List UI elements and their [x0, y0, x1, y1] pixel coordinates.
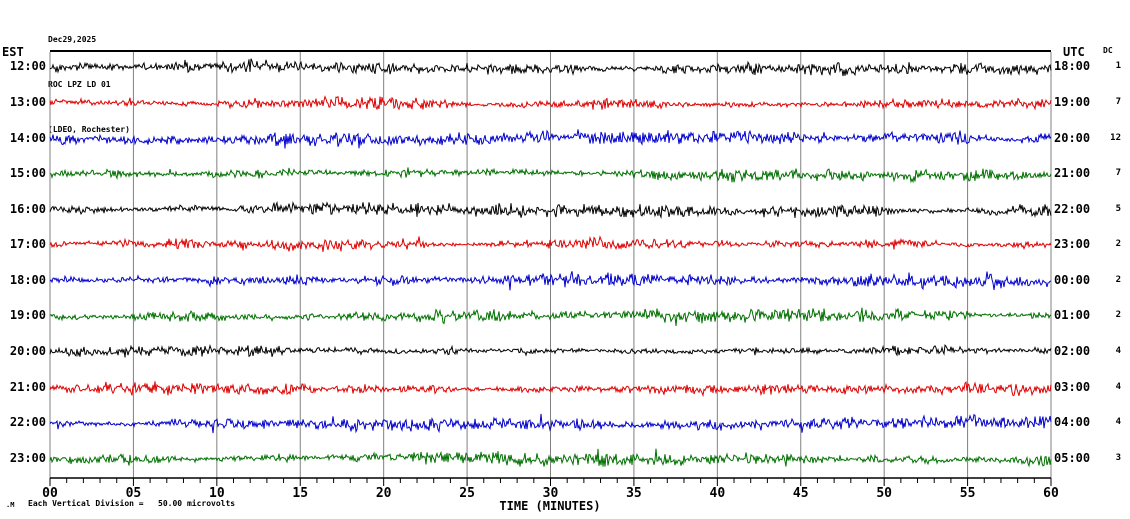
seismogram-trace-14:00: [49, 129, 1052, 149]
seismogram-trace-15:00: [49, 167, 1052, 184]
title-block: Dec29,2025 ROC LPZ LD 01 (LDEO, Rocheste…: [48, 2, 130, 167]
dc-value: 12: [1110, 132, 1121, 143]
dc-value: 7: [1115, 168, 1121, 179]
x-axis-tick-label: 25: [459, 486, 475, 501]
utc-hour-label: 20:00: [1054, 130, 1091, 145]
dc-value: 5: [1115, 203, 1121, 214]
seismogram-trace-17:00: [49, 235, 1052, 252]
est-hour-label: 19:00: [9, 308, 46, 323]
left-timezone-label: EST: [2, 45, 24, 59]
title-date: Dec29,2025: [48, 35, 97, 44]
dc-value: 4: [1115, 417, 1121, 428]
right-timezone-label: UTC: [1063, 45, 1085, 59]
dc-value: 1: [1115, 61, 1121, 72]
x-axis-tick-label: 45: [793, 486, 809, 501]
seismogram-trace-23:00: [49, 448, 1052, 468]
seismogram-trace-13:00: [49, 95, 1052, 111]
est-hour-label: 14:00: [9, 130, 46, 145]
utc-hour-label: 00:00: [1054, 272, 1091, 287]
est-hour-label: 23:00: [9, 450, 46, 465]
title-station: ROC LPZ LD 01: [48, 80, 111, 89]
utc-hour-label: 22:00: [1054, 201, 1091, 216]
x-axis-tick-label: 35: [626, 486, 642, 501]
x-axis-tick-label: 00: [42, 486, 58, 501]
dc-column-header: DC: [1103, 46, 1113, 55]
x-axis-tick-label: 55: [960, 486, 976, 501]
x-axis-tick-label: 60: [1043, 486, 1059, 501]
watermark: .M: [6, 501, 15, 509]
axis-tick-layer: [49, 478, 1052, 486]
utc-hour-label: 01:00: [1054, 308, 1091, 323]
vertical-scale-note: Each Vertical Division = 50.00 microvolt…: [28, 499, 236, 508]
x-axis-tick-label: 50: [876, 486, 892, 501]
est-hour-label: 15:00: [9, 166, 46, 181]
utc-hour-label: 23:00: [1054, 237, 1091, 252]
waveform-trace-layer: [49, 58, 1052, 468]
title-location: (LDEO, Rochester): [48, 125, 130, 134]
utc-hour-label: 03:00: [1054, 379, 1091, 394]
dc-value: 7: [1115, 96, 1121, 107]
seismogram-trace-19:00: [49, 307, 1052, 326]
seismogram-trace-12:00: [49, 58, 1052, 77]
utc-hour-label: 21:00: [1054, 166, 1091, 181]
x-axis-tick-label: 30: [543, 486, 559, 501]
est-hour-label: 16:00: [9, 201, 46, 216]
est-hour-label: 22:00: [9, 415, 46, 430]
axis-tick-label-layer: 00 05 10 15 20 25 30 35 40 45 50 55 60: [42, 486, 1059, 501]
dc-value: 2: [1115, 310, 1121, 321]
utc-hour-label: 05:00: [1054, 450, 1091, 465]
seismogram-trace-21:00: [49, 380, 1052, 398]
x-axis-tick-label: 10: [209, 486, 225, 501]
x-axis-title: TIME (MINUTES): [499, 499, 600, 513]
est-hour-label: 13:00: [9, 94, 46, 109]
seismogram-trace-22:00: [49, 413, 1052, 434]
x-axis-tick-label: 05: [126, 486, 142, 501]
utc-hour-label: 04:00: [1054, 415, 1091, 430]
dc-value: 4: [1115, 346, 1121, 357]
est-hour-label: 17:00: [9, 237, 46, 252]
gridline-layer: [49, 52, 1052, 478]
x-axis-tick-label: 40: [710, 486, 726, 501]
dc-value: 2: [1115, 274, 1121, 285]
dc-value: 2: [1115, 239, 1121, 250]
seismogram-trace-18:00: [49, 271, 1052, 291]
seismogram-trace-16:00: [49, 200, 1052, 219]
dc-value: 3: [1115, 452, 1121, 463]
x-axis-tick-label: 20: [376, 486, 392, 501]
est-hour-label: 20:00: [9, 344, 46, 359]
est-hour-label: 18:00: [9, 272, 46, 287]
utc-hour-label: 19:00: [1054, 94, 1091, 109]
est-hour-label: 12:00: [9, 59, 46, 74]
est-hour-label: 21:00: [9, 379, 46, 394]
seismogram-trace-20:00: [49, 343, 1052, 358]
dc-value: 4: [1115, 381, 1121, 392]
x-axis-tick-label: 15: [292, 486, 308, 501]
utc-hour-label: 18:00: [1054, 59, 1091, 74]
utc-hour-label: 02:00: [1054, 344, 1091, 359]
